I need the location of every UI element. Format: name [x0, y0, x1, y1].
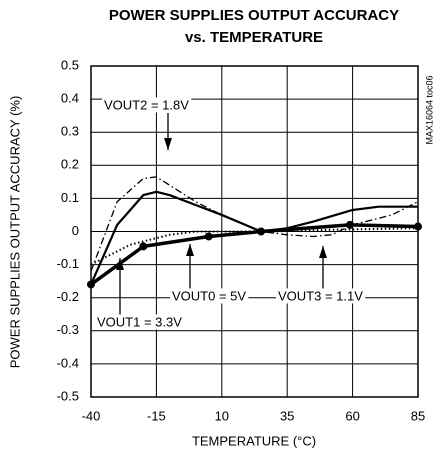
y-tick-label: 0.5 — [61, 57, 79, 72]
label-background — [170, 288, 249, 304]
x-tick-label: 35 — [280, 408, 294, 423]
y-tick-label: -0.1 — [57, 256, 79, 271]
data-point — [139, 242, 148, 251]
data-point — [414, 222, 422, 231]
series-line — [90, 176, 419, 272]
data-point — [204, 232, 213, 241]
side-note: MAX16064 toc06 — [424, 75, 434, 144]
series-label: VOUT2 = 1.8V — [104, 97, 189, 112]
series-label: VOUT0 = 5V — [172, 288, 246, 303]
x-axis-label: TEMPERATURE (°C) — [192, 433, 316, 448]
plot-frame — [90, 65, 419, 398]
x-tick-label: 10 — [215, 408, 229, 423]
y-tick-label: -0.2 — [57, 289, 79, 304]
chart-subtitle: vs. TEMPERATURE — [185, 29, 323, 46]
x-tick-label: -40 — [82, 408, 101, 423]
series-line — [89, 190, 418, 285]
series-label: VOUT1 = 3.3V — [97, 314, 182, 329]
x-tick-label: 85 — [411, 408, 425, 423]
chart-title: POWER SUPPLIES OUTPUT ACCURACY — [109, 7, 399, 24]
label-background — [276, 288, 366, 304]
arrow-head — [319, 246, 327, 258]
y-tick-label: 0.2 — [61, 157, 79, 172]
y-tick-label: 0 — [72, 223, 79, 238]
x-tick-label: 60 — [345, 408, 359, 423]
y-tick-label: -0.5 — [57, 388, 79, 403]
label-background — [95, 314, 185, 330]
series-line — [89, 223, 419, 286]
y-tick-label: -0.3 — [57, 322, 79, 337]
label-background — [102, 97, 192, 113]
series-label: VOUT3 = 1.1V — [278, 288, 363, 303]
arrow-head — [116, 258, 124, 270]
x-tick-label: -15 — [147, 408, 166, 423]
y-tick-label: 0.3 — [61, 124, 79, 139]
y-tick-label: 0.4 — [61, 91, 79, 106]
arrow-head — [164, 138, 172, 150]
arrow-head — [186, 244, 194, 256]
y-tick-label: -0.4 — [57, 355, 79, 370]
y-tick-label: 0.1 — [61, 190, 79, 205]
y-axis-label: POWER SUPPLIES OUTPUT ACCURACY (%) — [7, 96, 22, 369]
